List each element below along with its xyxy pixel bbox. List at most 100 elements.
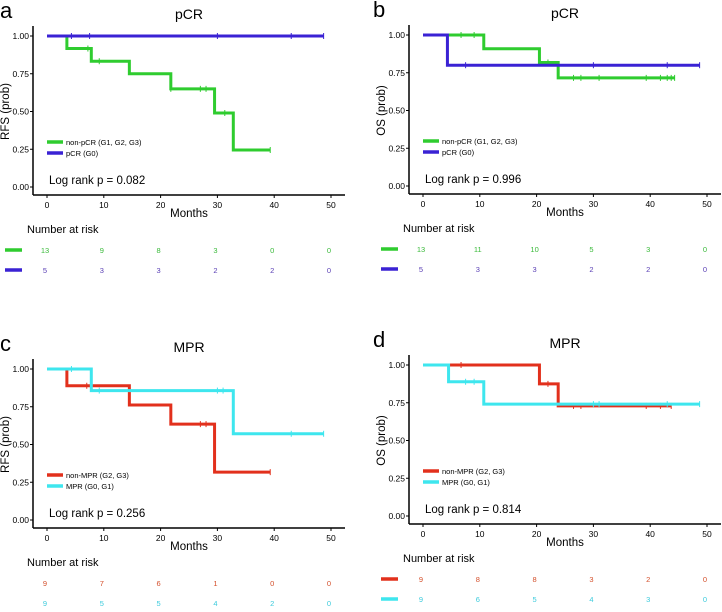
chart-title: MPR [173,339,204,355]
risk-count: 5 [43,266,47,275]
x-tick-label: 40 [269,533,279,543]
km-curve-0 [423,363,672,408]
x-tick-label: 10 [99,533,109,543]
x-tick-label: 0 [45,533,50,543]
x-tick-label: 30 [589,199,599,209]
km-curve-1 [423,363,700,406]
legend-label: pCR (G0) [66,149,99,158]
chart-title: MPR [549,335,580,351]
risk-count: 2 [270,266,274,275]
x-tick-label: 20 [156,200,166,210]
risk-count: 2 [213,266,217,275]
risk-count: 5 [533,595,537,604]
km-curve-1 [47,367,324,436]
chart-title: pCR [551,5,579,21]
chart-title: pCR [175,6,203,22]
panel-label: b [373,0,385,22]
x-tick-label: 30 [589,529,599,539]
risk-count: 13 [417,245,425,254]
y-tick-label: 1.00 [12,31,29,41]
risk-count: 0 [703,595,707,604]
x-tick-label: 20 [532,529,542,539]
risk-count: 2 [270,599,274,607]
legend-label: non-pCR (G1, G2, G3) [442,137,518,146]
x-axis-label: Months [546,207,584,219]
x-tick-label: 30 [213,533,223,543]
x-tick-label: 40 [269,200,279,210]
x-tick-label: 40 [645,199,655,209]
risk-count: 9 [100,246,104,255]
risk-count: 0 [327,579,331,588]
x-tick-label: 10 [99,200,109,210]
risk-table-title: Number at risk [27,224,99,236]
legend-label: MPR (G0, G1) [442,478,490,487]
y-tick-label: 0.50 [12,440,29,450]
km-curve-0 [47,367,271,474]
log-rank-annotation: Log rank p = 0.996 [425,174,521,186]
y-tick-label: 0.00 [12,515,29,525]
log-rank-annotation: Log rank p = 0.256 [49,508,145,520]
y-tick-label: 0.50 [12,107,29,117]
risk-count: 6 [157,579,161,588]
legend-label: pCR (G0) [442,148,475,157]
x-tick-label: 20 [532,199,542,209]
risk-count: 6 [476,595,480,604]
risk-count: 5 [419,265,423,274]
risk-count: 0 [703,265,707,274]
y-tick-label: 1.00 [388,360,405,370]
x-axis-label: Months [170,541,208,553]
y-tick-label: 0.25 [12,144,29,154]
risk-count: 3 [646,595,650,604]
y-tick-label: 0.75 [388,68,405,78]
y-tick-label: 0.00 [388,511,405,521]
y-tick-label: 0.00 [12,182,29,192]
risk-table-title: Number at risk [403,223,475,235]
risk-count: 8 [476,575,480,584]
x-axis-label: Months [546,537,584,549]
x-tick-label: 50 [702,529,712,539]
panel-label: c [0,331,11,356]
y-tick-label: 0.00 [388,181,405,191]
x-tick-label: 0 [45,200,50,210]
panel-label: a [0,0,13,23]
risk-count: 5 [589,245,593,254]
risk-count: 4 [589,595,593,604]
risk-count: 4 [213,599,217,607]
x-tick-label: 10 [475,529,485,539]
y-tick-label: 0.50 [388,436,405,446]
km-curve-0 [47,34,271,152]
risk-count: 9 [43,579,47,588]
km-curve-1 [423,33,700,67]
risk-count: 3 [157,266,161,275]
risk-count: 2 [646,575,650,584]
risk-count: 7 [100,579,104,588]
risk-count: 9 [419,575,423,584]
x-tick-label: 0 [421,529,426,539]
risk-count: 0 [327,599,331,607]
x-tick-label: 40 [645,529,655,539]
y-tick-label: 0.75 [388,398,405,408]
risk-count: 3 [646,245,650,254]
risk-count: 9 [419,595,423,604]
legend-label: non-pCR (G1, G2, G3) [66,138,142,147]
y-axis-label: RFS (prob) [0,83,12,140]
risk-count: 2 [646,265,650,274]
y-tick-label: 0.25 [12,477,29,487]
risk-count: 0 [703,245,707,254]
x-tick-label: 20 [156,533,166,543]
risk-count: 2 [589,265,593,274]
risk-count: 9 [43,599,47,607]
y-tick-label: 0.50 [388,106,405,116]
risk-count: 8 [533,575,537,584]
risk-count: 3 [100,266,104,275]
y-tick-label: 1.00 [12,364,29,374]
y-axis-label: RFS (prob) [0,416,12,473]
y-tick-label: 0.25 [388,473,405,483]
risk-count: 0 [270,579,274,588]
risk-count: 0 [327,246,331,255]
risk-count: 11 [474,245,482,254]
log-rank-annotation: Log rank p = 0.082 [49,175,145,187]
